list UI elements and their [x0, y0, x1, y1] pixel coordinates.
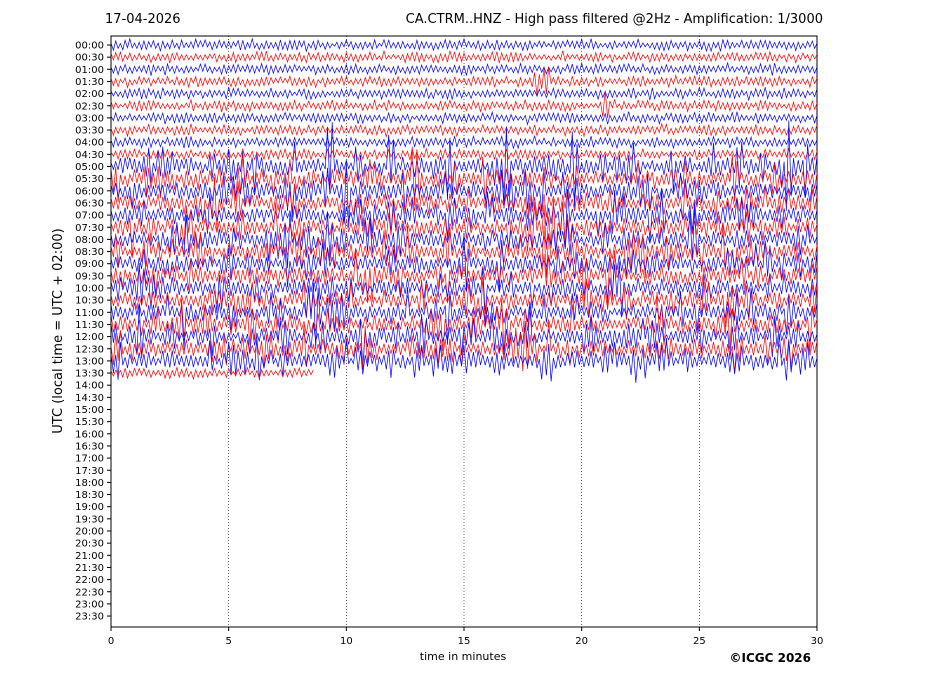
seismic-trace-17 — [110, 223, 818, 280]
y-tick-label: 03:00 — [75, 113, 104, 124]
y-tick-label: 05:00 — [75, 162, 104, 173]
y-tick-label: 13:00 — [75, 356, 104, 367]
seismic-trace-12 — [110, 162, 818, 228]
seismic-trace-15 — [110, 198, 818, 258]
y-tick-label: 17:30 — [75, 466, 104, 477]
y-axis-label: UTC (local time = UTC + 02:00) — [51, 228, 66, 433]
y-tick-label: 21:00 — [75, 551, 104, 562]
y-tick-label: 15:30 — [75, 417, 104, 428]
y-tick-label: 02:30 — [75, 101, 104, 112]
y-tick-label: 16:30 — [75, 441, 104, 452]
y-tick-label: 12:00 — [75, 332, 104, 343]
seismic-trace-24 — [110, 304, 818, 370]
seismic-trace-4 — [110, 86, 818, 102]
seismic-trace-27 — [110, 366, 314, 381]
y-tick-label: 00:00 — [75, 41, 104, 52]
y-tick-label: 10:30 — [75, 296, 104, 307]
seismic-trace-23 — [110, 291, 818, 353]
seismic-trace-18 — [110, 232, 818, 291]
seismic-trace-20 — [110, 261, 818, 317]
y-tick-label: 13:30 — [75, 369, 104, 380]
seismic-trace-10 — [110, 120, 818, 211]
y-tick-label: 01:00 — [75, 65, 104, 76]
vertical-gridlines — [228, 36, 700, 627]
seismic-trace-14 — [110, 189, 818, 248]
x-tick-label: 15 — [458, 636, 471, 647]
x-tick-label: 30 — [811, 636, 824, 647]
y-tick-label: 12:30 — [75, 344, 104, 355]
y-tick-label: 08:00 — [75, 235, 104, 246]
y-tick-label: 23:30 — [75, 612, 104, 623]
y-tick-label: 11:00 — [75, 308, 104, 319]
y-tick-label: 10:00 — [75, 284, 104, 295]
y-tick-label: 20:30 — [75, 539, 104, 550]
y-tick-label: 21:30 — [75, 563, 104, 574]
seismic-trace-0 — [110, 37, 818, 53]
y-tick-label: 14:30 — [75, 393, 104, 404]
seismic-trace-19 — [110, 249, 818, 306]
copyright-notice: ©ICGC 2026 — [729, 651, 811, 665]
seismic-trace-26 — [110, 333, 818, 383]
seismic-trace-13 — [110, 177, 818, 231]
seismic-trace-3 — [110, 66, 818, 97]
y-tick-label: 07:30 — [75, 223, 104, 234]
y-tick-label: 15:00 — [75, 405, 104, 416]
y-tick-label: 03:30 — [75, 126, 104, 137]
y-tick-label: 23:00 — [75, 599, 104, 610]
y-tick-label: 05:30 — [75, 174, 104, 185]
y-tick-label: 07:00 — [75, 211, 104, 222]
y-tick-label: 11:30 — [75, 320, 104, 331]
seismic-trace-8 — [110, 134, 818, 150]
y-tick-label: 19:00 — [75, 502, 104, 513]
seismic-trace-22 — [110, 282, 818, 351]
y-tick-label: 06:00 — [75, 186, 104, 197]
seismic-trace-11 — [110, 146, 818, 206]
seismic-trace-2 — [110, 61, 818, 76]
y-tick-label: 18:30 — [75, 490, 104, 501]
y-tick-label: 09:00 — [75, 259, 104, 270]
y-tick-label: 04:30 — [75, 150, 104, 161]
chart-title: CA.CTRM..HNZ - High pass filtered @2Hz -… — [405, 12, 823, 27]
y-tick-label: 00:30 — [75, 53, 104, 64]
seismic-trace-7 — [110, 122, 818, 138]
y-tick-label: 19:30 — [75, 514, 104, 525]
seismic-trace-21 — [110, 277, 818, 328]
y-tick-label: 08:30 — [75, 247, 104, 258]
y-tick-label: 06:30 — [75, 198, 104, 209]
y-tick-label: 02:00 — [75, 89, 104, 100]
chart-date: 17-04-2026 — [105, 12, 181, 27]
y-tick-label: 16:00 — [75, 429, 104, 440]
y-tick-label: 01:30 — [75, 77, 104, 88]
y-tick-label: 22:00 — [75, 575, 104, 586]
y-tick-label: 17:00 — [75, 454, 104, 465]
y-tick-label: 20:00 — [75, 527, 104, 538]
x-tick-label: 0 — [108, 636, 114, 647]
seismic-trace-9 — [110, 147, 818, 162]
seismic-traces — [110, 37, 818, 383]
y-tick-label: 22:30 — [75, 587, 104, 598]
x-axis-ticks: 0 5 10 15 20 25 30 — [108, 627, 824, 647]
x-tick-label: 5 — [225, 636, 231, 647]
y-tick-label: 04:00 — [75, 138, 104, 149]
x-tick-label: 25 — [693, 636, 706, 647]
x-tick-label: 10 — [340, 636, 353, 647]
seismic-trace-1 — [110, 49, 818, 64]
y-tick-label: 09:30 — [75, 271, 104, 282]
y-tick-label: 14:00 — [75, 381, 104, 392]
x-tick-label: 20 — [575, 636, 588, 647]
x-axis-label: time in minutes — [420, 650, 507, 663]
seismic-trace-6 — [110, 110, 818, 126]
y-tick-label: 18:00 — [75, 478, 104, 489]
seismic-trace-5 — [110, 90, 818, 119]
